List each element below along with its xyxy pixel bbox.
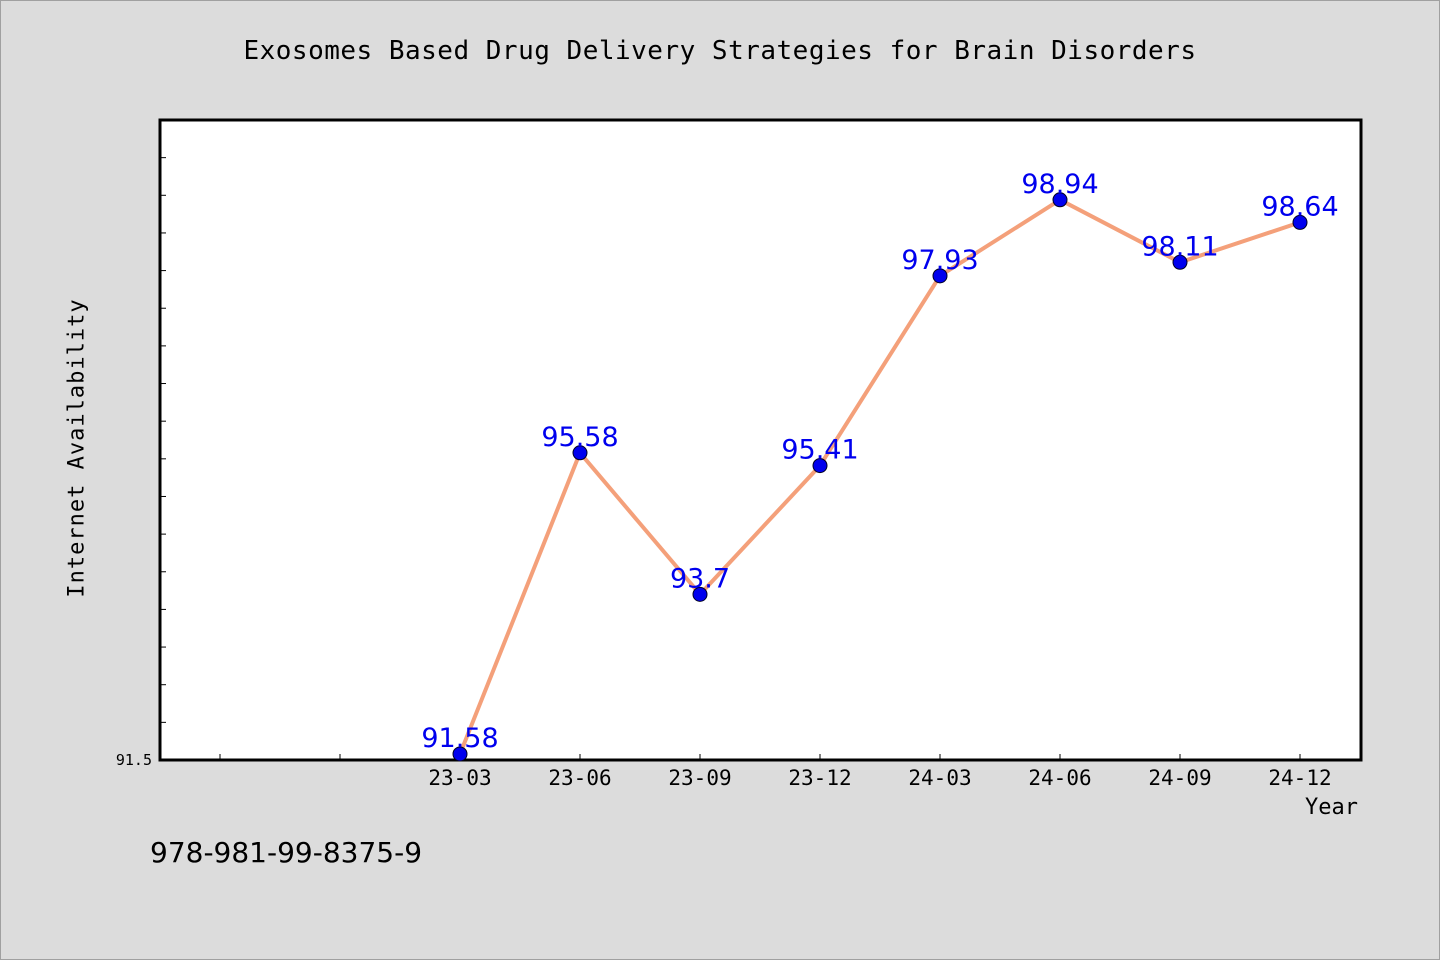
data-point xyxy=(572,445,588,461)
data-label: 98.11 xyxy=(1141,231,1218,262)
data-point xyxy=(1052,192,1068,208)
isbn-text: 978-981-99-8375-9 xyxy=(150,836,423,869)
x-axis-label: Year xyxy=(1305,795,1358,820)
data-label: 98.64 xyxy=(1261,191,1338,222)
data-point xyxy=(452,746,468,762)
data-point xyxy=(1292,214,1308,230)
x-tick-label: 23-09 xyxy=(668,766,731,790)
x-tick-label: 24-09 xyxy=(1148,766,1211,790)
x-tick-label: 23-03 xyxy=(428,766,491,790)
x-tick-label: 24-03 xyxy=(908,766,971,790)
chart-title: Exosomes Based Drug Delivery Strategies … xyxy=(243,36,1197,66)
data-label: 95.58 xyxy=(541,422,618,453)
data-point xyxy=(1172,254,1188,270)
x-tick-label: 24-06 xyxy=(1028,766,1091,790)
series-line xyxy=(458,197,1301,755)
x-tick-label: 23-12 xyxy=(788,766,851,790)
x-tick-label: 24-12 xyxy=(1268,766,1331,790)
data-point xyxy=(812,458,828,474)
data-label: 93.7 xyxy=(670,563,730,594)
data-label: 91.58 xyxy=(421,723,498,754)
x-tick-label: 23-06 xyxy=(548,766,611,790)
data-label: 98.94 xyxy=(1021,169,1098,200)
data-point xyxy=(692,586,708,602)
data-label: 97.93 xyxy=(901,245,978,276)
y-tick-label: 91.5 xyxy=(116,751,152,769)
data-point xyxy=(932,268,948,284)
plot-area xyxy=(158,118,1363,762)
data-label: 95.41 xyxy=(781,435,858,466)
